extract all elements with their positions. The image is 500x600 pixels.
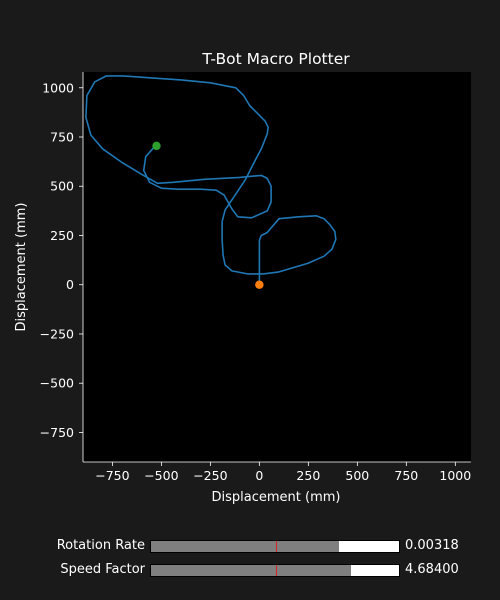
start-point-marker: [255, 280, 264, 289]
speed-factor-initial-marker: [276, 565, 278, 576]
speed-factor-slider[interactable]: [150, 564, 400, 577]
y-tick-label: 500: [50, 179, 74, 194]
x-tick-label: 0: [255, 468, 263, 483]
speed-factor-label: Speed Factor: [60, 562, 145, 577]
speed-factor-slider-row: Speed Factor 4.68400: [0, 562, 500, 579]
speed-factor-value: 4.68400: [405, 562, 459, 577]
y-tick-label: 750: [50, 130, 74, 145]
y-tick-label: −750: [40, 425, 74, 440]
x-tick-label: 250: [296, 468, 320, 483]
speed-factor-slider-fill: [151, 565, 351, 576]
rotation-rate-slider-row: Rotation Rate 0.00318: [0, 538, 500, 555]
rotation-rate-slider-fill: [151, 541, 340, 552]
y-axis-label: Displacement (mm): [14, 203, 29, 332]
y-tick-label: −500: [40, 376, 74, 391]
y-tick-label: −250: [40, 326, 74, 341]
x-tick-label: −750: [95, 468, 129, 483]
x-tick-label: 500: [345, 468, 369, 483]
y-tick-label: 1000: [42, 80, 74, 95]
end-point-marker: [152, 141, 161, 151]
rotation-rate-value: 0.00318: [405, 538, 459, 553]
plot-axes-area: [83, 72, 471, 462]
x-tick-label: −250: [193, 468, 227, 483]
rotation-rate-initial-marker: [276, 541, 278, 552]
y-tick-label: 250: [50, 228, 74, 243]
trajectory-line: [85, 75, 337, 286]
rotation-rate-slider[interactable]: [150, 540, 400, 553]
x-axis-label: Displacement (mm): [212, 490, 341, 505]
x-tick-label: 1000: [439, 468, 471, 483]
y-tick-label: 0: [66, 277, 74, 292]
rotation-rate-label: Rotation Rate: [56, 538, 145, 553]
x-tick-label: −500: [144, 468, 178, 483]
x-tick-label: 750: [394, 468, 418, 483]
plot-title: T-Bot Macro Plotter: [201, 50, 350, 68]
